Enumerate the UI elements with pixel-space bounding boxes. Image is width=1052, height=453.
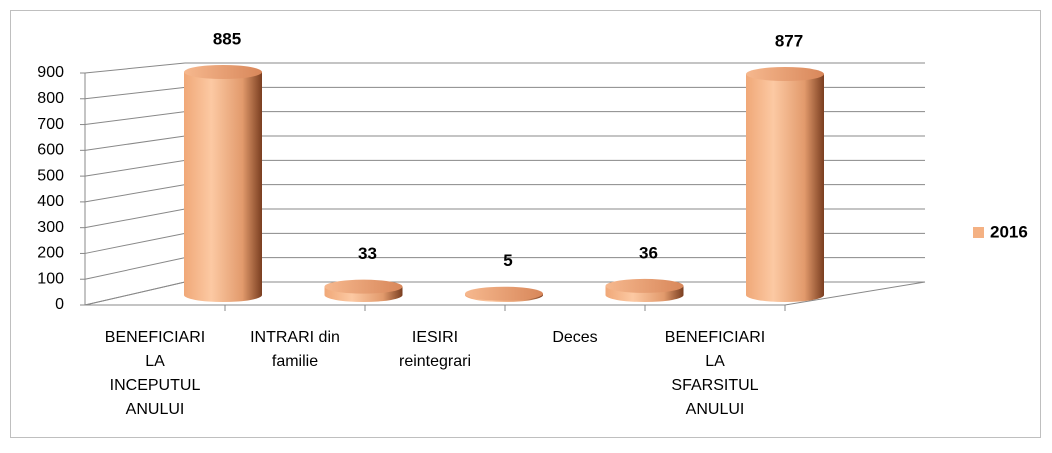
grid-line-side: [84, 135, 186, 151]
value-label: 33: [358, 244, 377, 263]
y-tick-label: 800: [37, 90, 64, 107]
grid-line-side: [84, 111, 186, 126]
y-tick-label: 200: [37, 245, 64, 262]
value-label: 885: [213, 29, 241, 48]
value-label: 5: [503, 251, 512, 270]
x-tick-label: Deces: [552, 329, 597, 346]
y-tick-label: 500: [37, 167, 64, 184]
x-tick-label: INTRARI din familie: [250, 329, 340, 370]
bar-top: [605, 278, 684, 293]
x-tick-label-line: INTRARI din: [250, 329, 340, 346]
bar: [605, 278, 684, 302]
grid-line-side: [84, 257, 186, 280]
bar-top: [184, 65, 262, 79]
grid-line-side: [84, 159, 186, 177]
x-tick-label-line: BENEFICIARI: [105, 329, 205, 346]
grid-line-side: [84, 281, 186, 306]
y-tick-label: 600: [37, 142, 64, 159]
value-label: 877: [775, 32, 803, 51]
bar-body: [184, 72, 262, 302]
bar-body: [746, 74, 824, 303]
y-tick-label: 300: [37, 219, 64, 236]
bar-top: [746, 67, 824, 82]
bar: [184, 65, 262, 302]
y-tick-label: 400: [37, 193, 64, 210]
grid-line-side: [84, 86, 186, 100]
bar: [324, 279, 403, 303]
y-tick-label: 100: [37, 270, 64, 287]
value-label: 36: [639, 243, 658, 262]
bar: [465, 286, 543, 302]
legend-label: 2016: [990, 222, 1028, 241]
grid-line-side: [84, 232, 186, 254]
grid-line-side: [84, 184, 186, 203]
bar-top: [324, 279, 403, 294]
x-tick-label-line: BENEFICIARI: [665, 329, 765, 346]
x-tick-label-line: Deces: [552, 329, 597, 346]
x-tick-label-line: LA: [145, 353, 165, 370]
x-tick-label: BENEFICIARI LA SFARSITUL ANULUI: [665, 329, 765, 418]
x-tick-label-line: ANULUI: [126, 401, 185, 418]
grid-line-side: [84, 62, 186, 74]
x-tick-label-line: ANULUI: [686, 401, 745, 418]
x-tick-label-line: INCEPUTUL: [110, 377, 201, 394]
x-tick-label: BENEFICIARI LA INCEPUTUL ANULUI: [105, 329, 205, 418]
x-tick-label-line: familie: [272, 353, 318, 370]
y-tick-label: 900: [37, 64, 64, 81]
chart-border: [10, 10, 1041, 438]
y-tick-label: 0: [55, 296, 64, 313]
x-tick-label-line: SFARSITUL: [671, 377, 758, 394]
x-tick-label-line: IESIRI: [412, 329, 458, 346]
bar: [746, 67, 824, 303]
x-tick-label-line: reintegrari: [399, 353, 471, 370]
x-tick-label-line: LA: [705, 353, 725, 370]
y-tick-label: 700: [37, 116, 64, 133]
bar-top: [465, 286, 543, 301]
grid-line-side: [84, 208, 186, 229]
legend-swatch: [973, 227, 984, 238]
x-tick-label: IESIRI reintegrari: [399, 329, 471, 370]
